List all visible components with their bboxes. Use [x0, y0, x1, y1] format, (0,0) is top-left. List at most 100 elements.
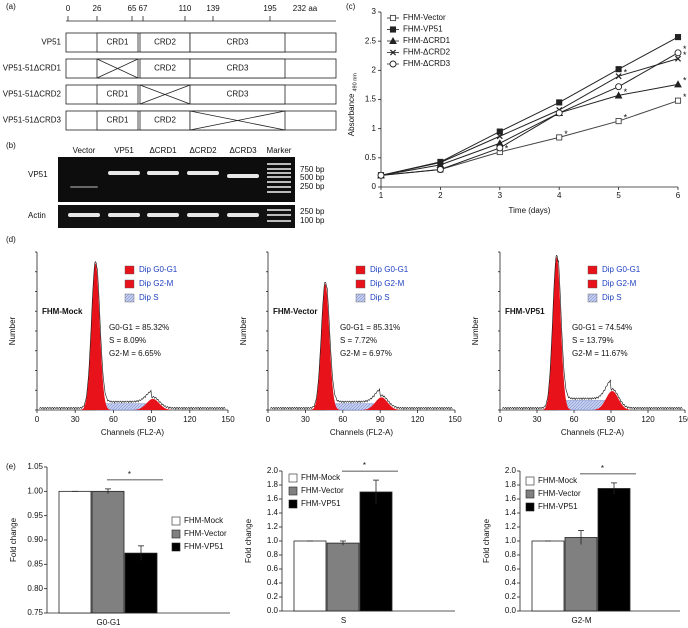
point	[556, 134, 563, 141]
gel-band	[227, 213, 259, 217]
point	[389, 36, 397, 45]
y-tick-label: 0.80	[27, 584, 43, 593]
y-axis-label: Fold change	[482, 518, 491, 563]
x-tick-label: 60	[338, 415, 347, 424]
legend-label: FHM-VP51	[538, 502, 578, 511]
lane-label: ΔCRD1	[149, 146, 177, 155]
y-axis-label-sub: 490 nm	[352, 73, 358, 92]
legend-swatch	[587, 293, 598, 303]
deletion-cross	[96, 58, 139, 79]
domain-label: CRD3	[227, 38, 249, 47]
bar	[124, 552, 158, 614]
point	[555, 109, 563, 117]
gel-band	[267, 172, 291, 174]
panel-label: (e)	[6, 462, 16, 471]
y-tick-label: 2.0	[505, 466, 517, 475]
legend-label: FHM-VP51	[184, 542, 224, 551]
point	[389, 49, 397, 56]
y-tick-label: 1.5	[365, 95, 377, 104]
g1-peak-area	[80, 263, 111, 410]
s-phase-area	[326, 403, 381, 411]
legend-label: FHM-VP51	[403, 25, 443, 34]
legend-label: Dip G0-G1	[370, 265, 409, 274]
stat-label: S = 7.72%	[340, 336, 377, 345]
y-tick-label: 1.0	[267, 536, 279, 545]
legend-swatch	[171, 542, 181, 552]
panel-label: (b)	[6, 141, 16, 150]
point	[615, 73, 622, 80]
point	[674, 80, 682, 88]
y-tick-label: 1.8	[267, 480, 279, 489]
legend-label: FHM-ΔCRD1	[403, 36, 451, 45]
bar	[564, 537, 598, 612]
scale-label: 26	[93, 4, 102, 13]
gel-image	[58, 157, 295, 202]
bar	[531, 540, 565, 612]
bar	[326, 542, 360, 612]
gel-band	[147, 171, 179, 175]
scale-label: 139	[206, 4, 220, 13]
gel-band	[108, 171, 140, 175]
significance-label: *	[601, 464, 604, 473]
x-tick-label: 30	[301, 415, 310, 424]
panel-title: FHM-Vector	[273, 307, 317, 316]
scale-label: 110	[179, 4, 192, 13]
stat-label: G0-G1 = 85.31%	[340, 323, 400, 332]
legend-label: Dip S	[602, 293, 622, 302]
domain-label: CRD1	[107, 90, 129, 99]
legend-swatch	[171, 516, 181, 526]
gel-band	[267, 176, 291, 178]
panel-label: (d)	[6, 235, 16, 244]
legend-label: FHM-Vector	[184, 529, 227, 538]
error-bar	[578, 530, 584, 545]
y-tick-label: 0.6	[505, 564, 517, 573]
domain-label: CRD1	[107, 38, 129, 47]
point	[615, 66, 622, 73]
row-label: VP51-51ΔCRD2	[3, 90, 62, 99]
point	[389, 26, 397, 33]
panel-label: (a)	[6, 2, 16, 11]
legend-swatch	[525, 476, 535, 486]
x-tick-label: 150	[221, 415, 235, 424]
stat-label: G2-M = 11.67%	[572, 349, 628, 358]
y-tick-label: 1.2	[267, 522, 279, 531]
scale-label: 67	[139, 4, 148, 13]
domain-label: CRD3	[227, 90, 249, 99]
gel-band	[187, 171, 219, 175]
x-tick-label: 0	[35, 415, 40, 424]
point	[436, 166, 444, 173]
legend-swatch	[288, 486, 298, 496]
size-label: 500 bp	[300, 173, 325, 182]
point	[377, 171, 385, 179]
row-label: VP51-51ΔCRD1	[3, 64, 62, 73]
deletion-cross	[189, 110, 286, 131]
x-tick-label: 150	[448, 415, 462, 424]
significance-label: *	[363, 461, 366, 470]
y-axis-label: Absorbance	[347, 93, 356, 136]
x-tick-label: 4	[557, 191, 562, 200]
s-phase-area	[96, 403, 152, 411]
y-tick-label: 0.8	[267, 550, 279, 559]
x-tick-label: 120	[641, 415, 655, 424]
domain-label: CRD2	[154, 38, 176, 47]
y-tick-label: 2.0	[267, 466, 279, 475]
error-bar	[138, 545, 144, 561]
g2-peak-area	[593, 391, 631, 410]
gel-band	[267, 168, 291, 170]
point	[674, 49, 682, 57]
gel-band	[267, 181, 291, 183]
legend-label: Dip S	[370, 293, 390, 302]
y-tick-label: 0.0	[267, 606, 279, 615]
legend-swatch	[525, 489, 535, 499]
legend-label: FHM-Mock	[301, 473, 341, 482]
gel-band	[267, 186, 291, 188]
size-label: 750 bp	[300, 165, 325, 174]
x-axis-label: Channels (FL2-A)	[561, 428, 624, 437]
panel-title: FHM-VP51	[505, 307, 545, 316]
gel-band	[70, 186, 98, 188]
size-label: 250 bp	[300, 182, 325, 191]
y-tick-label: 1.6	[267, 494, 279, 503]
gel-band	[267, 191, 291, 193]
